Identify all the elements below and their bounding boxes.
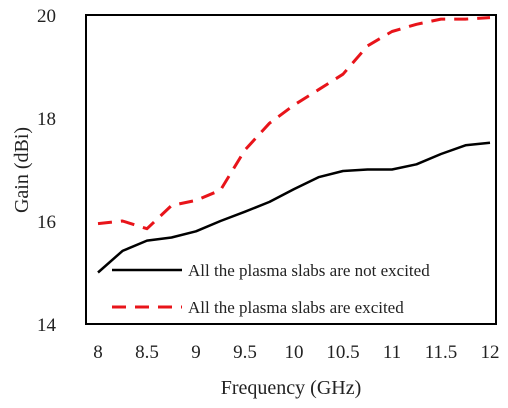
x-tick-label: 12 bbox=[481, 342, 500, 363]
x-axis-label: Frequency (GHz) bbox=[221, 377, 362, 399]
y-axis-label: Gain (dBi) bbox=[11, 127, 33, 213]
y-tick-label: 18 bbox=[37, 109, 56, 130]
not-excited-series-line bbox=[97, 141, 491, 274]
x-tick-label: 9 bbox=[191, 342, 201, 363]
series-lines bbox=[97, 16, 491, 274]
legend-label: All the plasma slabs are excited bbox=[188, 298, 404, 317]
legend: All the plasma slabs are not excited All … bbox=[112, 261, 430, 317]
y-tick-label: 16 bbox=[37, 212, 56, 233]
x-tick-label: 10 bbox=[285, 342, 304, 363]
x-tick-label: 9.5 bbox=[233, 342, 257, 363]
y-tick-label: 20 bbox=[37, 6, 56, 27]
x-tick-labels: 8 8.5 9 9.5 10 10.5 11 11.5 12 bbox=[93, 342, 499, 363]
y-tick-labels: 14 16 18 20 bbox=[37, 6, 57, 336]
x-tick-label: 11.5 bbox=[425, 342, 458, 363]
legend-label: All the plasma slabs are not excited bbox=[188, 261, 430, 280]
y-tick-label: 14 bbox=[37, 315, 57, 336]
x-tick-label: 11 bbox=[383, 342, 401, 363]
excited-series-line bbox=[97, 16, 491, 231]
x-tick-label: 8.5 bbox=[135, 342, 159, 363]
x-tick-label: 10.5 bbox=[326, 342, 359, 363]
plot-frame bbox=[85, 14, 497, 325]
x-tick-label: 8 bbox=[93, 342, 103, 363]
